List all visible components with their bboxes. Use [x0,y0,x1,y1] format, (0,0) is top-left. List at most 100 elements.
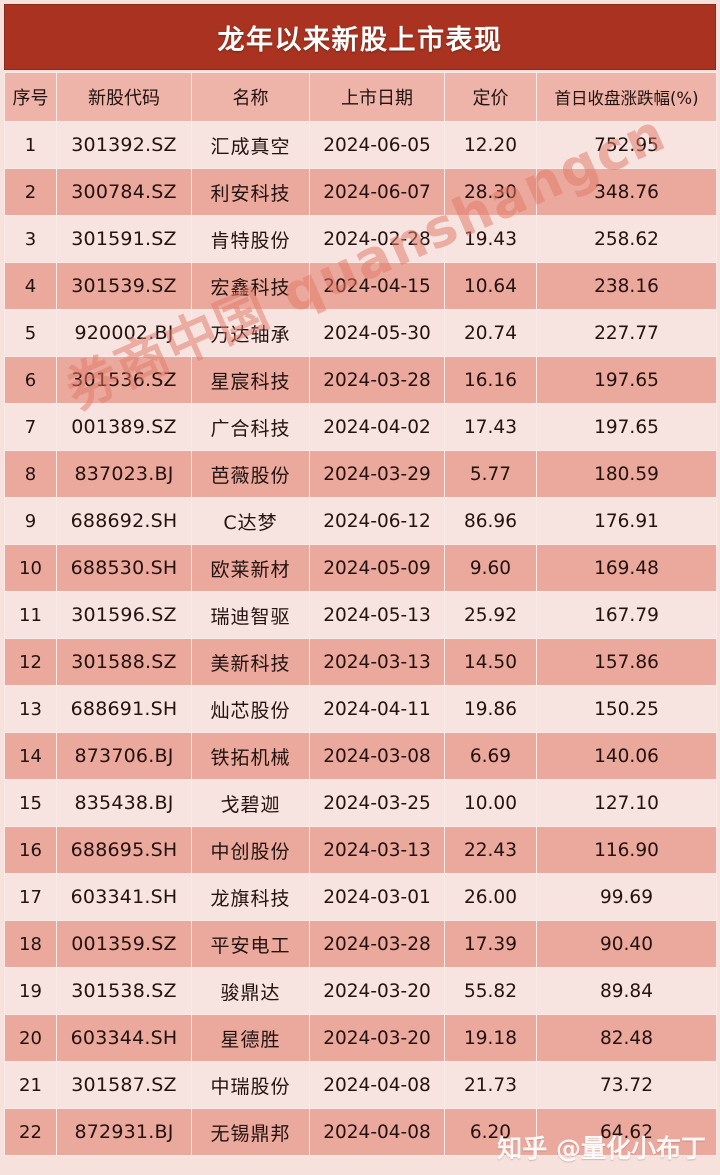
cell-code: 688691.SH [56,685,192,733]
cell-seq: 5 [4,309,57,357]
table-container: 序号 新股代码 名称 上市日期 定价 首日收盘涨跌幅(%) 1 301392.SZ… [4,72,717,1175]
cell-change: 167.79 [536,591,717,639]
cell-name: 骏鼎达 [191,967,310,1015]
column-header-change: 首日收盘涨跌幅(%) [536,72,717,122]
cell-name: 广合科技 [191,403,310,451]
cell-seq: 9 [4,497,57,545]
cell-date: 2024-03-20 [309,967,445,1015]
cell-date: 2024-03-13 [309,826,445,874]
cell-code: 001389.SZ [56,403,192,451]
cell-code: 301596.SZ [56,591,192,639]
table-row: 20 603344.SH 星德胜 2024-03-20 19.18 82.48 [4,1014,717,1062]
cell-date: 2024-03-08 [309,732,445,780]
cell-change: 157.86 [536,638,717,686]
table-row: 10 688530.SH 欧莱新材 2024-05-09 9.60 169.48 [4,544,717,592]
cell-code: 301392.SZ [56,121,192,169]
cell-date: 2024-03-25 [309,779,445,827]
table-row: 1 301392.SZ 汇成真空 2024-06-05 12.20 752.95 [4,121,717,169]
cell-change: 90.40 [536,920,717,968]
cell-code: 301539.SZ [56,262,192,310]
table-row: 14 873706.BJ 铁拓机械 2024-03-08 6.69 140.06 [4,732,717,780]
cell-seq: 12 [4,638,57,686]
table-row: 5 920002.BJ 万达轴承 2024-05-30 20.74 227.77 [4,309,717,357]
cell-change: 150.25 [536,685,717,733]
cell-price: 14.50 [444,638,537,686]
cell-code: 301536.SZ [56,356,192,404]
cell-name: 肯特股份 [191,215,310,263]
cell-price: 17.39 [444,920,537,968]
cell-date: 2024-03-13 [309,638,445,686]
cell-seq: 10 [4,544,57,592]
cell-seq: 22 [4,1108,57,1156]
cell-seq: 1 [4,121,57,169]
cell-price: 55.82 [444,967,537,1015]
cell-change: 169.48 [536,544,717,592]
cell-date: 2024-03-29 [309,450,445,498]
cell-name: 芭薇股份 [191,450,310,498]
cell-seq: 17 [4,873,57,921]
cell-code: 301591.SZ [56,215,192,263]
table-row: 11 301596.SZ 瑞迪智驱 2024-05-13 25.92 167.79 [4,591,717,639]
cell-date: 2024-03-28 [309,356,445,404]
cell-name: 平安电工 [191,920,310,968]
cell-code: 688530.SH [56,544,192,592]
cell-change: 116.90 [536,826,717,874]
table-row: 19 301538.SZ 骏鼎达 2024-03-20 55.82 89.84 [4,967,717,1015]
column-header-seq: 序号 [4,72,57,122]
table-row: 6 301536.SZ 星宸科技 2024-03-28 16.16 197.65 [4,356,717,404]
table-row: 17 603341.SH 龙旗科技 2024-03-01 26.00 99.69 [4,873,717,921]
cell-price: 19.86 [444,685,537,733]
cell-seq: 7 [4,403,57,451]
cell-date: 2024-06-12 [309,497,445,545]
header-row: 序号 新股代码 名称 上市日期 定价 首日收盘涨跌幅(%) [4,72,717,122]
cell-change: 89.84 [536,967,717,1015]
table-header: 序号 新股代码 名称 上市日期 定价 首日收盘涨跌幅(%) [4,72,717,122]
cell-date: 2024-04-02 [309,403,445,451]
cell-change: 348.76 [536,168,717,216]
table-row: 21 301587.SZ 中瑞股份 2024-04-08 21.73 73.72 [4,1061,717,1109]
cell-date: 2024-03-28 [309,920,445,968]
cell-name: 利安科技 [191,168,310,216]
table-row: 7 001389.SZ 广合科技 2024-04-02 17.43 197.65 [4,403,717,451]
cell-date: 2024-04-15 [309,262,445,310]
cell-seq: 19 [4,967,57,1015]
cell-price: 22.43 [444,826,537,874]
column-header-name: 名称 [191,72,310,122]
cell-code: 301588.SZ [56,638,192,686]
cell-change: 258.62 [536,215,717,263]
cell-price: 17.43 [444,403,537,451]
cell-name: 中创股份 [191,826,310,874]
ipo-performance-table: 序号 新股代码 名称 上市日期 定价 首日收盘涨跌幅(%) 1 301392.SZ… [4,72,717,1156]
cell-change: 99.69 [536,873,717,921]
cell-change: 180.59 [536,450,717,498]
table-row: 4 301539.SZ 宏鑫科技 2024-04-15 10.64 238.16 [4,262,717,310]
cell-price: 6.69 [444,732,537,780]
cell-change: 140.06 [536,732,717,780]
table-row: 12 301588.SZ 美新科技 2024-03-13 14.50 157.86 [4,638,717,686]
cell-price: 10.64 [444,262,537,310]
cell-price: 10.00 [444,779,537,827]
cell-name: 美新科技 [191,638,310,686]
cell-name: 星宸科技 [191,356,310,404]
cell-name: 万达轴承 [191,309,310,357]
cell-name: 无锡鼎邦 [191,1108,310,1156]
cell-code: 835438.BJ [56,779,192,827]
cell-seq: 21 [4,1061,57,1109]
cell-seq: 8 [4,450,57,498]
table-body: 1 301392.SZ 汇成真空 2024-06-05 12.20 752.95 2 3007… [4,121,717,1156]
cell-change: 176.91 [536,497,717,545]
cell-date: 2024-03-20 [309,1014,445,1062]
cell-name: 灿芯股份 [191,685,310,733]
table-row: 16 688695.SH 中创股份 2024-03-13 22.43 116.90 [4,826,717,874]
table-row: 9 688692.SH C达梦 2024-06-12 86.96 176.91 [4,497,717,545]
cell-name: 瑞迪智驱 [191,591,310,639]
cell-seq: 13 [4,685,57,733]
cell-price: 16.16 [444,356,537,404]
cell-name: 中瑞股份 [191,1061,310,1109]
cell-code: 301587.SZ [56,1061,192,1109]
page-title: 龙年以来新股上市表现 [217,24,503,56]
cell-date: 2024-05-30 [309,309,445,357]
cell-price: 28.30 [444,168,537,216]
cell-seq: 4 [4,262,57,310]
